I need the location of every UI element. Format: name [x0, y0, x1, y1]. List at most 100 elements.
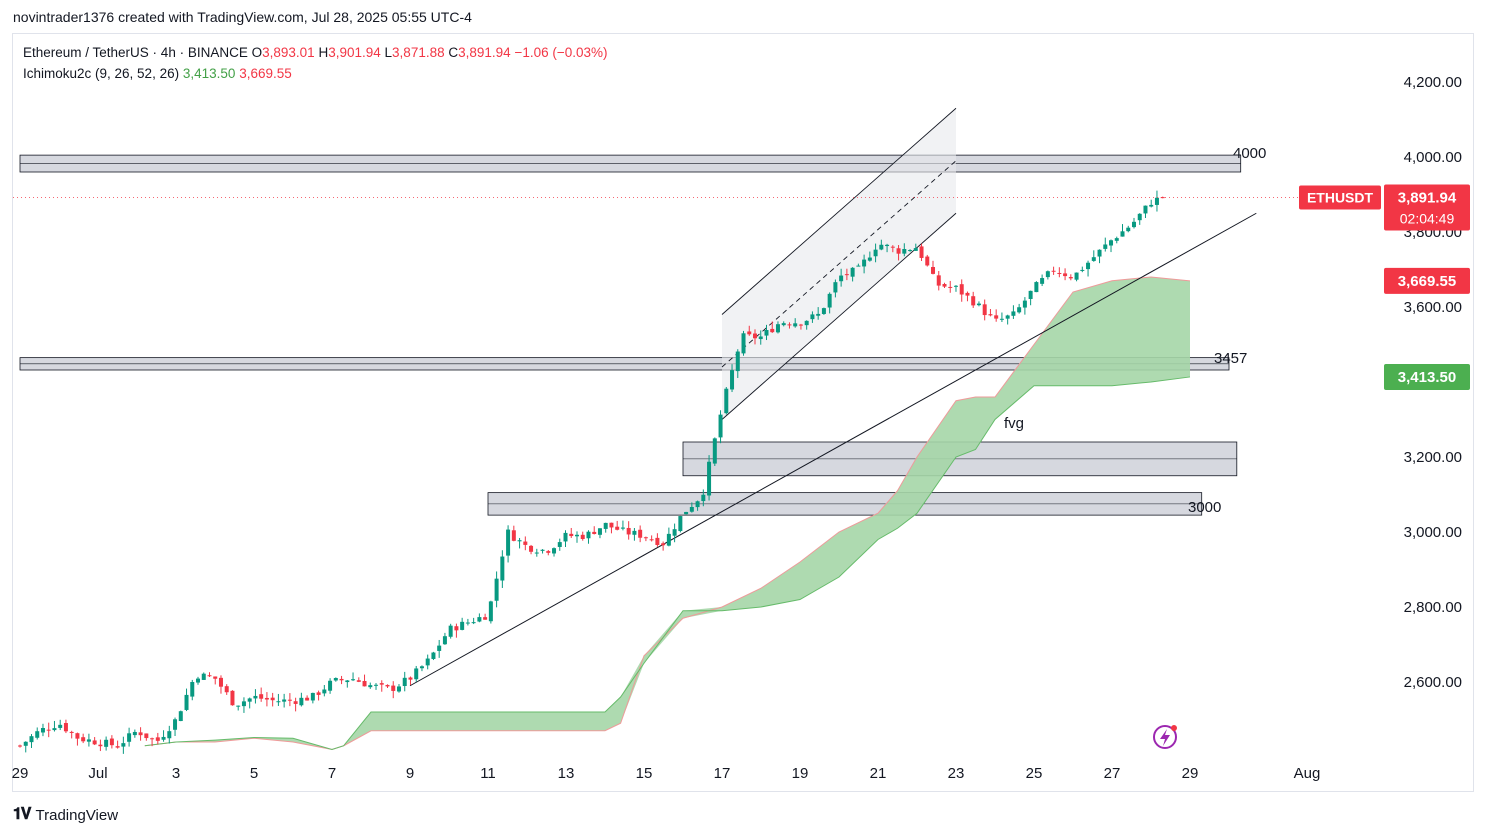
candle-body — [638, 529, 643, 538]
change-value: −1.06 (−0.03%) — [514, 45, 608, 60]
lightning-icon[interactable] — [1153, 725, 1177, 749]
time-tick-label: Jul — [88, 765, 107, 782]
candle-body — [902, 248, 907, 254]
candle-body — [184, 694, 189, 710]
candle-body — [408, 677, 413, 680]
candle-body — [115, 746, 120, 748]
span-b-tag-box — [1384, 267, 1470, 294]
candle-body — [741, 333, 746, 354]
tradingview-wordmark: TradingView — [35, 806, 119, 824]
candle-body — [672, 529, 677, 536]
time-tick-label: 23 — [948, 765, 965, 782]
candle-body — [448, 625, 453, 637]
candle-body — [965, 292, 970, 296]
cloud-area — [144, 277, 1190, 750]
symbol-name: Ethereum / TetherUS · 4h · BINANCE — [23, 45, 248, 60]
price-tick-label: 4,000.00 — [1404, 149, 1462, 166]
candle-body — [982, 304, 987, 316]
candle-body — [890, 246, 895, 248]
candle-body — [396, 686, 401, 692]
candle-body — [1160, 197, 1165, 199]
candle-body — [574, 534, 579, 537]
candle-body — [1091, 257, 1096, 261]
open-value: 3,893.01 — [262, 45, 315, 60]
candle-body — [540, 549, 545, 551]
candle-body — [1063, 273, 1068, 277]
open-label: O — [251, 45, 263, 60]
low-label: L — [384, 45, 393, 60]
time-tick-label: 13 — [558, 765, 575, 782]
candle-body — [678, 516, 683, 532]
candle-body — [856, 265, 861, 267]
candle-body — [523, 541, 528, 545]
indicator-legend[interactable]: Ichimoku2c (9, 26, 52, 26) 3,413.50 3,66… — [23, 66, 292, 81]
price-axis-labels: ETHUSDT 3,891.94 02:04:49 3,669.55 3,413.50 — [1299, 184, 1470, 390]
candle-body — [69, 731, 74, 733]
candle-body — [603, 522, 608, 529]
candle-body — [29, 736, 34, 743]
time-tick-label: 25 — [1026, 765, 1043, 782]
candle-body — [730, 370, 735, 390]
channel-upper-line — [721, 107, 957, 315]
candle-body — [626, 527, 631, 535]
candle-body — [368, 685, 373, 688]
price-tick-label: 3,600.00 — [1404, 299, 1462, 316]
candle-body — [310, 692, 315, 701]
candle-body — [1051, 270, 1056, 272]
candle-body — [908, 250, 913, 252]
candle-body — [753, 333, 758, 339]
candle-body — [1045, 271, 1050, 278]
candle-body — [833, 282, 838, 293]
candle-body — [58, 724, 63, 728]
candle-body — [506, 529, 511, 556]
price-axis[interactable]: 4,200.004,000.003,800.003,600.003,200.00… — [1404, 74, 1462, 691]
candle-body — [167, 731, 172, 739]
candle-body — [867, 257, 872, 261]
time-tick-label: 27 — [1104, 765, 1121, 782]
span-a-tag: 3,413.50 — [1398, 369, 1456, 386]
candle-body — [276, 701, 281, 703]
tradingview-logo[interactable]: 𝟏𝐕 TradingView — [13, 806, 118, 824]
time-tick-label: 7 — [328, 765, 336, 782]
candle-body — [500, 556, 505, 581]
last-price-tag-box — [1384, 184, 1470, 231]
candle-body — [649, 539, 654, 541]
candle-body — [362, 680, 367, 687]
candle-body — [322, 689, 327, 694]
candle-body — [586, 531, 591, 539]
symbol-tag-box — [1299, 185, 1381, 210]
candle-body — [374, 684, 379, 686]
price-tick-label: 2,600.00 — [1404, 674, 1462, 691]
time-tick-label: 11 — [480, 765, 496, 782]
tradingview-logo-icon: 𝟏𝐕 — [13, 806, 31, 823]
candle-body — [844, 274, 849, 276]
candle-body — [213, 676, 218, 679]
candle-body — [132, 731, 137, 736]
time-axis[interactable]: 29 Jul 3 5 7 9 11 13 15 17 19 21 23 25 27 29 Aug — [12, 765, 1321, 782]
candle-body — [127, 733, 132, 742]
candle-body — [804, 320, 809, 326]
candle-body — [615, 526, 620, 530]
candle-body — [942, 284, 947, 287]
candle-body — [873, 249, 878, 257]
candle-body — [23, 741, 28, 746]
candle-body — [787, 324, 792, 326]
candle-body — [1126, 227, 1131, 232]
candle-body — [781, 323, 786, 326]
time-tick-label: 3 — [172, 765, 180, 782]
candle-body — [419, 666, 424, 669]
candle-body — [1097, 249, 1102, 257]
candle-body — [40, 727, 45, 733]
candle-body — [747, 331, 752, 335]
candle-body — [735, 351, 740, 372]
candle-body — [236, 705, 241, 707]
candle-body — [563, 532, 568, 542]
candle-body — [75, 733, 80, 739]
candle-body — [655, 537, 660, 545]
candlestick-series[interactable] — [18, 190, 1165, 754]
lightning-icon-dot — [1171, 725, 1177, 731]
symbol-tag: ETHUSDT — [1307, 190, 1374, 206]
candle-body — [517, 540, 522, 542]
candle-body — [1011, 311, 1016, 316]
